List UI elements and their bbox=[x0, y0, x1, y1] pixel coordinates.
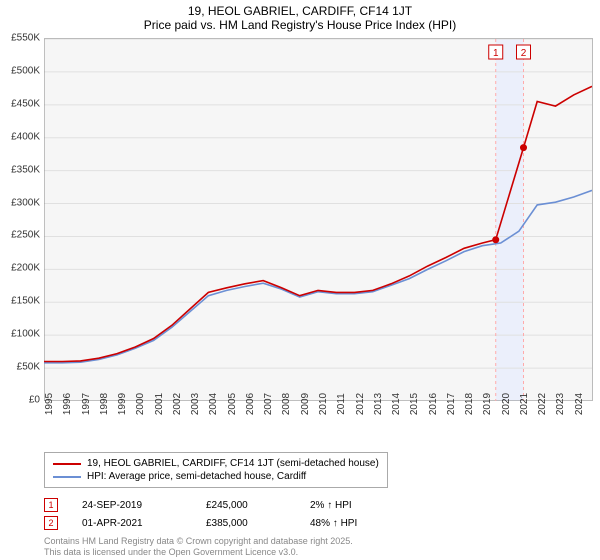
svg-text:1: 1 bbox=[493, 48, 499, 59]
y-tick-label: £350K bbox=[11, 164, 40, 175]
x-tick-label: 2019 bbox=[482, 393, 493, 415]
x-tick-label: 1997 bbox=[81, 393, 92, 415]
x-tick-label: 2014 bbox=[391, 393, 402, 415]
x-tick-label: 2005 bbox=[227, 393, 238, 415]
chart-title: 19, HEOL GABRIEL, CARDIFF, CF14 1JT bbox=[0, 4, 600, 18]
title-block: 19, HEOL GABRIEL, CARDIFF, CF14 1JT Pric… bbox=[0, 0, 600, 32]
x-tick-label: 1998 bbox=[99, 393, 110, 415]
chart-plot-area: 12 bbox=[44, 38, 593, 401]
x-tick-label: 2012 bbox=[355, 393, 366, 415]
y-tick-label: £100K bbox=[11, 329, 40, 340]
y-tick-label: £500K bbox=[11, 65, 40, 76]
markers-table: 1 24-SEP-2019 £245,000 2% ↑ HPI 2 01-APR… bbox=[44, 496, 400, 532]
x-tick-label: 2017 bbox=[446, 393, 457, 415]
y-tick-label: £50K bbox=[17, 362, 40, 373]
x-tick-label: 2011 bbox=[336, 393, 347, 415]
footer: Contains HM Land Registry data © Crown c… bbox=[44, 536, 353, 558]
chart-svg: 12 bbox=[44, 39, 592, 401]
x-tick-label: 2006 bbox=[245, 393, 256, 415]
x-tick-label: 2009 bbox=[300, 393, 311, 415]
x-tick-label: 2020 bbox=[501, 393, 512, 415]
x-tick-label: 1996 bbox=[62, 393, 73, 415]
x-tick-label: 2004 bbox=[208, 393, 219, 415]
x-tick-label: 2024 bbox=[574, 393, 585, 415]
marker-diff-1: 2% ↑ HPI bbox=[310, 500, 400, 511]
marker-box-1: 1 bbox=[44, 498, 58, 512]
x-tick-label: 2000 bbox=[135, 393, 146, 415]
marker-row-1: 1 24-SEP-2019 £245,000 2% ↑ HPI bbox=[44, 496, 400, 514]
x-tick-label: 1995 bbox=[44, 393, 55, 415]
legend-swatch-hpi bbox=[53, 476, 81, 478]
x-tick-label: 2021 bbox=[519, 393, 530, 415]
x-axis: 1995199619971998199920002001200220032004… bbox=[44, 400, 592, 450]
x-tick-label: 2015 bbox=[409, 393, 420, 415]
x-tick-label: 2001 bbox=[154, 393, 165, 415]
y-tick-label: £300K bbox=[11, 197, 40, 208]
marker-date-1: 24-SEP-2019 bbox=[82, 500, 182, 511]
legend-label-hpi: HPI: Average price, semi-detached house,… bbox=[87, 471, 306, 482]
legend-row-property: 19, HEOL GABRIEL, CARDIFF, CF14 1JT (sem… bbox=[53, 457, 379, 470]
marker-price-2: £385,000 bbox=[206, 518, 286, 529]
chart-subtitle: Price paid vs. HM Land Registry's House … bbox=[0, 18, 600, 32]
footer-line-1: Contains HM Land Registry data © Crown c… bbox=[44, 536, 353, 547]
legend-label-property: 19, HEOL GABRIEL, CARDIFF, CF14 1JT (sem… bbox=[87, 458, 379, 469]
legend-swatch-property bbox=[53, 463, 81, 465]
y-tick-label: £400K bbox=[11, 131, 40, 142]
x-tick-label: 2013 bbox=[373, 393, 384, 415]
x-tick-label: 2023 bbox=[555, 393, 566, 415]
marker-diff-2: 48% ↑ HPI bbox=[310, 518, 400, 529]
x-tick-label: 2003 bbox=[190, 393, 201, 415]
x-tick-label: 2002 bbox=[172, 393, 183, 415]
legend-row-hpi: HPI: Average price, semi-detached house,… bbox=[53, 470, 379, 483]
x-tick-label: 2018 bbox=[464, 393, 475, 415]
y-tick-label: £200K bbox=[11, 263, 40, 274]
marker-price-1: £245,000 bbox=[206, 500, 286, 511]
x-tick-label: 1999 bbox=[117, 393, 128, 415]
y-tick-label: £150K bbox=[11, 296, 40, 307]
x-tick-label: 2010 bbox=[318, 393, 329, 415]
x-tick-label: 2007 bbox=[263, 393, 274, 415]
svg-text:2: 2 bbox=[521, 48, 527, 59]
x-tick-label: 2008 bbox=[281, 393, 292, 415]
legend: 19, HEOL GABRIEL, CARDIFF, CF14 1JT (sem… bbox=[44, 452, 388, 488]
y-tick-label: £450K bbox=[11, 98, 40, 109]
y-tick-label: £250K bbox=[11, 230, 40, 241]
x-tick-label: 2022 bbox=[537, 393, 548, 415]
x-tick-label: 2016 bbox=[428, 393, 439, 415]
y-tick-label: £550K bbox=[11, 33, 40, 44]
footer-line-2: This data is licensed under the Open Gov… bbox=[44, 547, 353, 558]
y-tick-label: £0 bbox=[29, 395, 40, 406]
marker-row-2: 2 01-APR-2021 £385,000 48% ↑ HPI bbox=[44, 514, 400, 532]
marker-date-2: 01-APR-2021 bbox=[82, 518, 182, 529]
marker-box-2: 2 bbox=[44, 516, 58, 530]
y-axis: £0£50K£100K£150K£200K£250K£300K£350K£400… bbox=[0, 38, 44, 400]
